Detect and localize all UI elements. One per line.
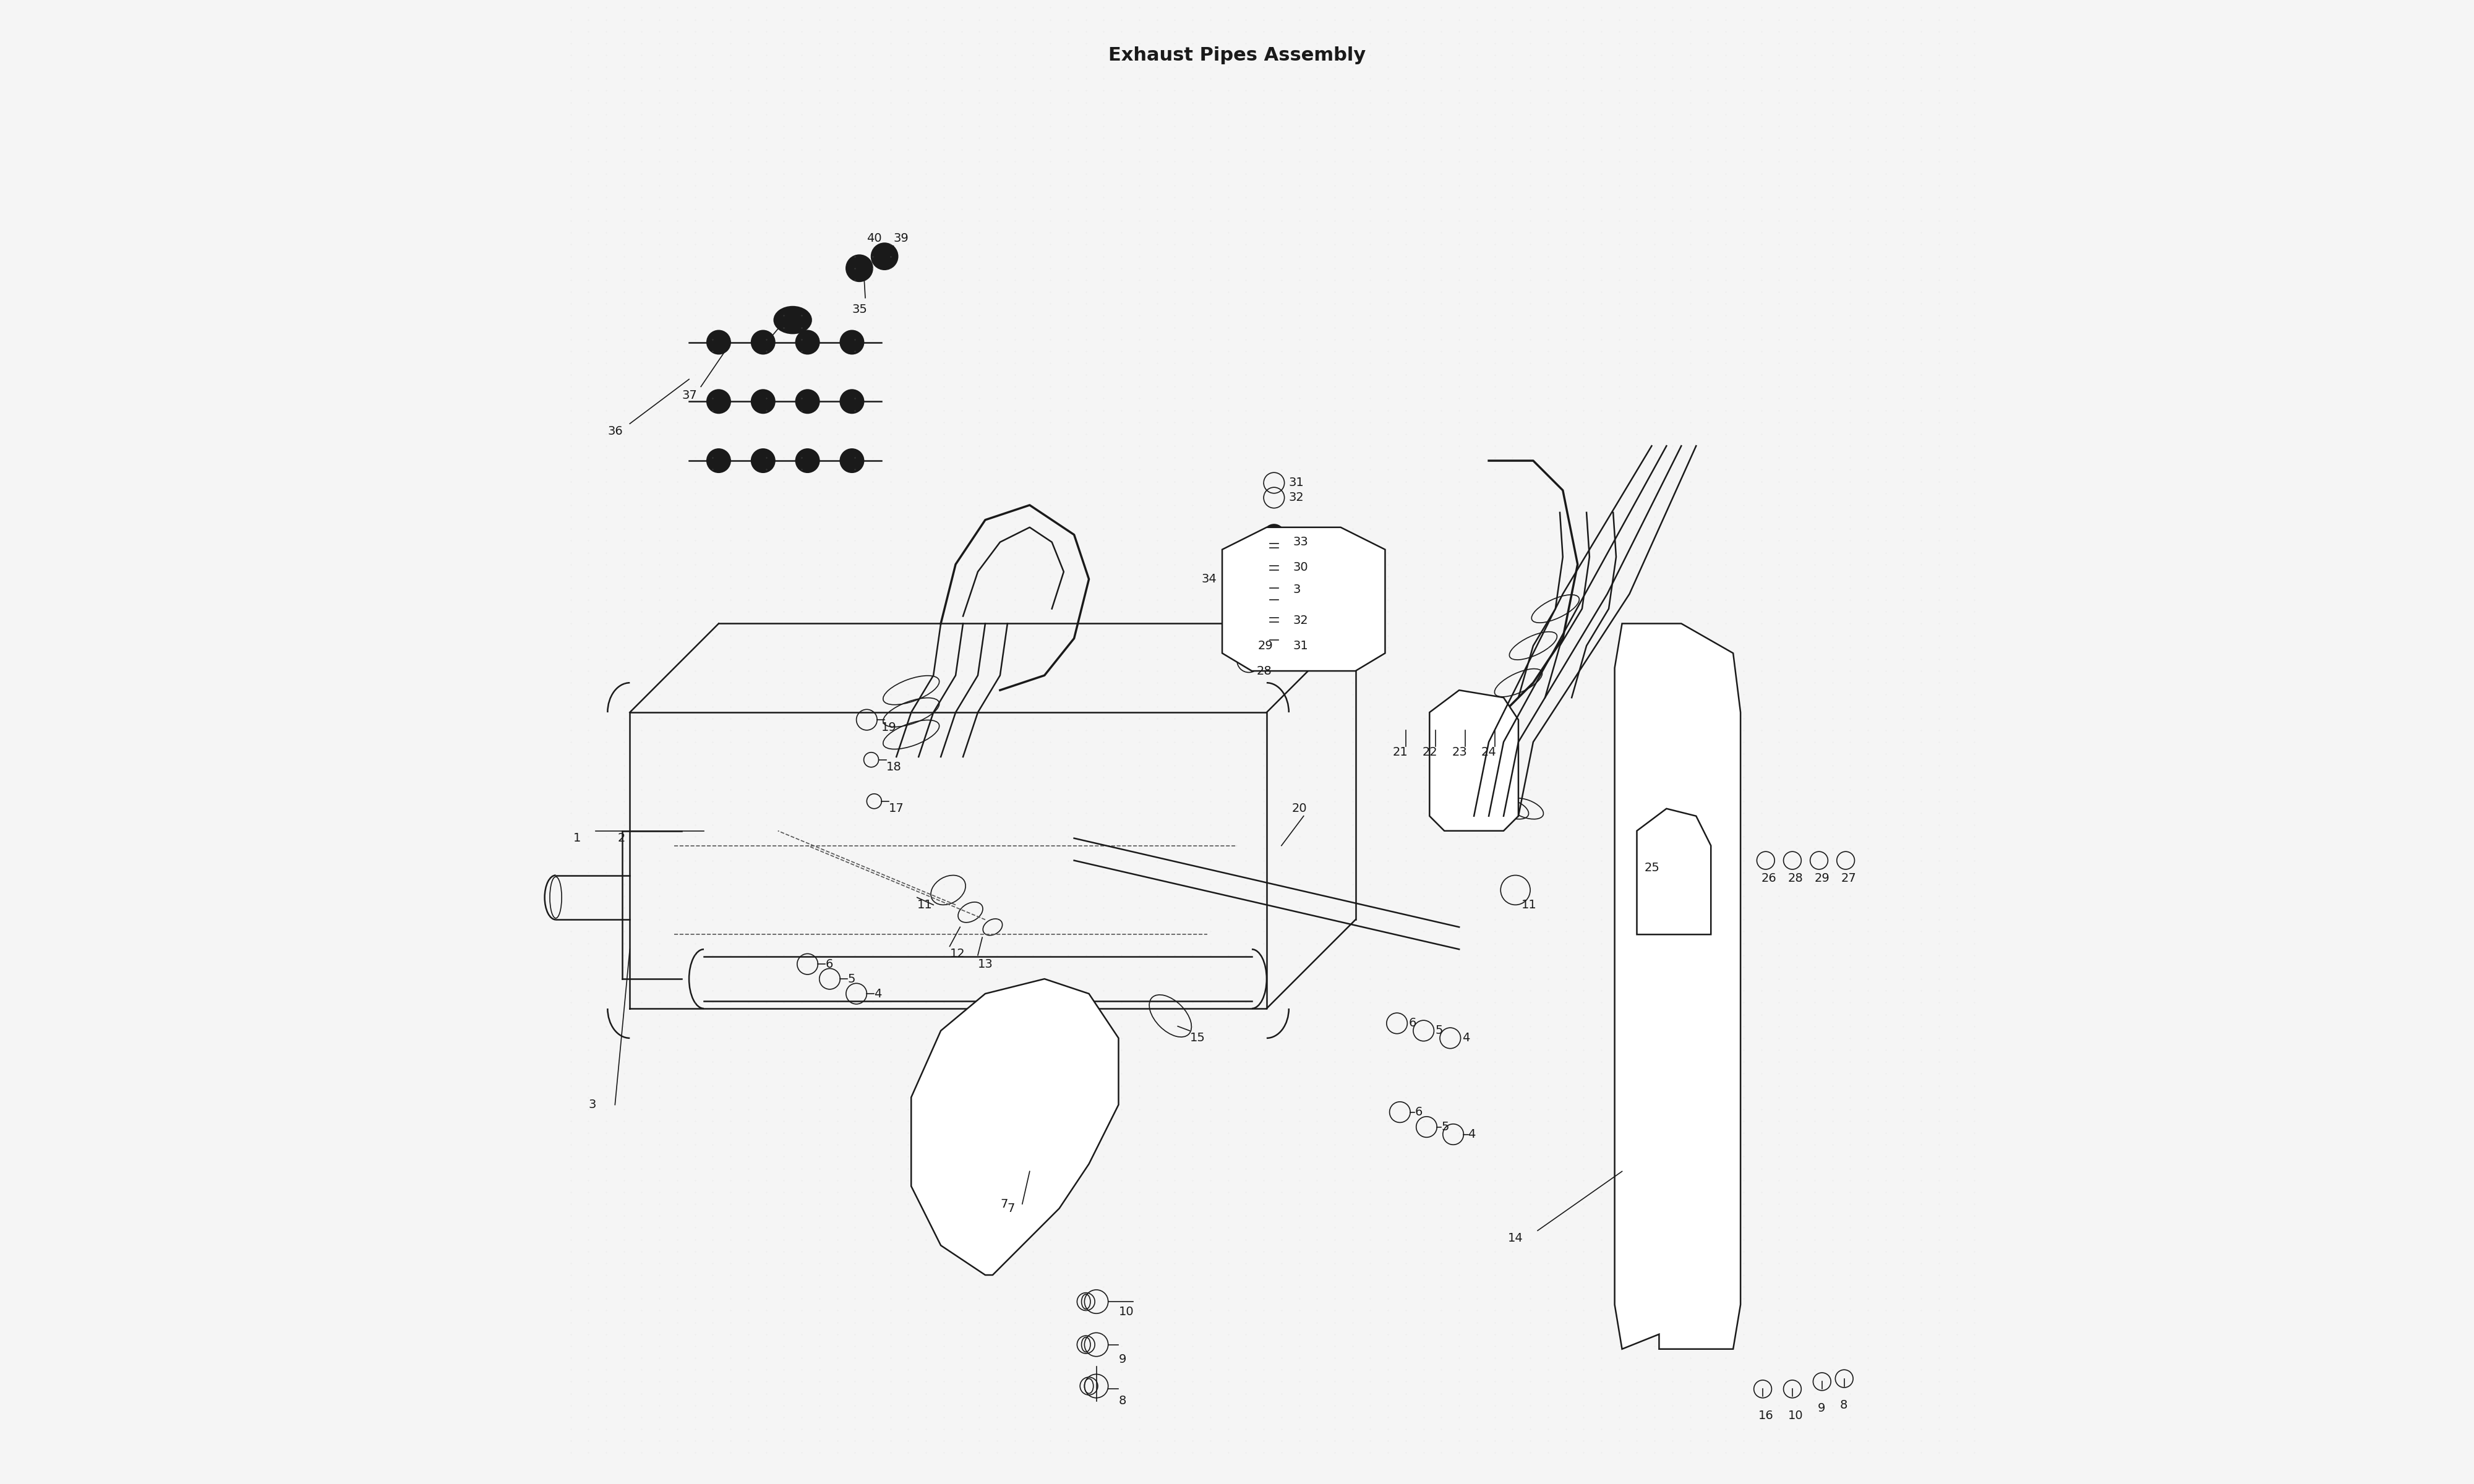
Text: 6: 6 [1408,1018,1418,1030]
Circle shape [1470,782,1494,806]
Text: 37: 37 [683,390,698,401]
Polygon shape [1638,809,1712,935]
Text: 28: 28 [1789,873,1804,884]
Text: Exhaust Pipes Assembly: Exhaust Pipes Assembly [1108,46,1366,64]
Circle shape [1264,546,1284,567]
Circle shape [1237,619,1262,643]
Text: 12: 12 [950,948,965,960]
Circle shape [1264,598,1284,619]
Text: 4: 4 [1462,1033,1470,1043]
Text: 13: 13 [977,959,992,971]
Text: 22: 22 [1423,746,1437,758]
Text: 4: 4 [873,988,881,1000]
Text: 9: 9 [1118,1353,1126,1365]
Text: 29: 29 [1257,640,1274,651]
Text: 3: 3 [589,1098,596,1110]
Circle shape [1264,568,1284,589]
Text: 36: 36 [609,426,623,436]
Polygon shape [1616,623,1742,1349]
Circle shape [708,448,730,472]
Circle shape [841,390,863,414]
Text: 6: 6 [826,959,834,971]
Circle shape [997,1109,1032,1144]
Text: 31: 31 [1289,476,1304,488]
Text: 10: 10 [1789,1410,1804,1422]
Text: 31: 31 [1294,640,1309,651]
Text: 26: 26 [1761,873,1776,884]
Circle shape [797,331,819,355]
Circle shape [782,309,804,332]
Text: 4: 4 [1467,1128,1475,1140]
Circle shape [708,390,730,414]
Text: 11: 11 [918,899,933,911]
Text: 24: 24 [1482,746,1497,758]
Polygon shape [1430,690,1519,831]
Text: 40: 40 [866,233,883,245]
Text: 32: 32 [1289,491,1304,503]
Text: 5: 5 [1435,1025,1442,1037]
Circle shape [797,448,819,472]
Text: 5: 5 [849,974,856,985]
Text: 8: 8 [1118,1395,1126,1407]
Text: 34: 34 [1202,573,1217,585]
Text: 8: 8 [1841,1399,1848,1411]
Text: 21: 21 [1393,746,1408,758]
Text: 7: 7 [999,1198,1007,1209]
Polygon shape [1222,527,1385,671]
Text: 15: 15 [1190,1033,1205,1043]
Text: 16: 16 [1759,1410,1774,1422]
Ellipse shape [774,307,811,334]
Circle shape [1663,965,1692,994]
Text: 2: 2 [618,833,626,844]
Text: 27: 27 [1841,873,1856,884]
Text: 33: 33 [1294,536,1309,548]
Text: 25: 25 [1645,862,1660,874]
Text: 30: 30 [1294,561,1309,573]
Circle shape [841,448,863,472]
Text: 10: 10 [1118,1306,1133,1318]
Text: 1: 1 [574,833,581,844]
Text: 29: 29 [1813,873,1831,884]
Text: 6: 6 [1415,1106,1423,1117]
Circle shape [797,390,819,414]
Text: 19: 19 [881,721,898,733]
Circle shape [752,448,774,472]
Circle shape [1264,524,1284,545]
Text: 39: 39 [893,233,908,245]
Circle shape [708,331,730,355]
Text: 14: 14 [1509,1232,1524,1244]
Circle shape [1277,622,1301,646]
Circle shape [1341,619,1363,643]
Circle shape [752,390,774,414]
Text: 28: 28 [1257,665,1272,677]
Text: 3: 3 [1294,583,1301,595]
Text: 18: 18 [886,761,901,773]
Circle shape [752,331,774,355]
Circle shape [846,255,873,282]
Text: 9: 9 [1818,1402,1826,1414]
Text: 11: 11 [1522,899,1536,911]
Text: 23: 23 [1452,746,1467,758]
Circle shape [1306,614,1331,638]
Circle shape [1440,789,1465,813]
Polygon shape [910,979,1118,1275]
Circle shape [1264,620,1284,641]
Text: 38: 38 [752,340,767,352]
Text: 5: 5 [1442,1120,1450,1132]
Circle shape [1484,745,1509,769]
Text: 32: 32 [1294,614,1309,626]
Circle shape [871,243,898,270]
Text: 17: 17 [888,803,905,815]
Text: 7: 7 [1007,1202,1014,1214]
Circle shape [841,331,863,355]
Text: 35: 35 [851,304,868,316]
Text: 20: 20 [1291,803,1306,815]
